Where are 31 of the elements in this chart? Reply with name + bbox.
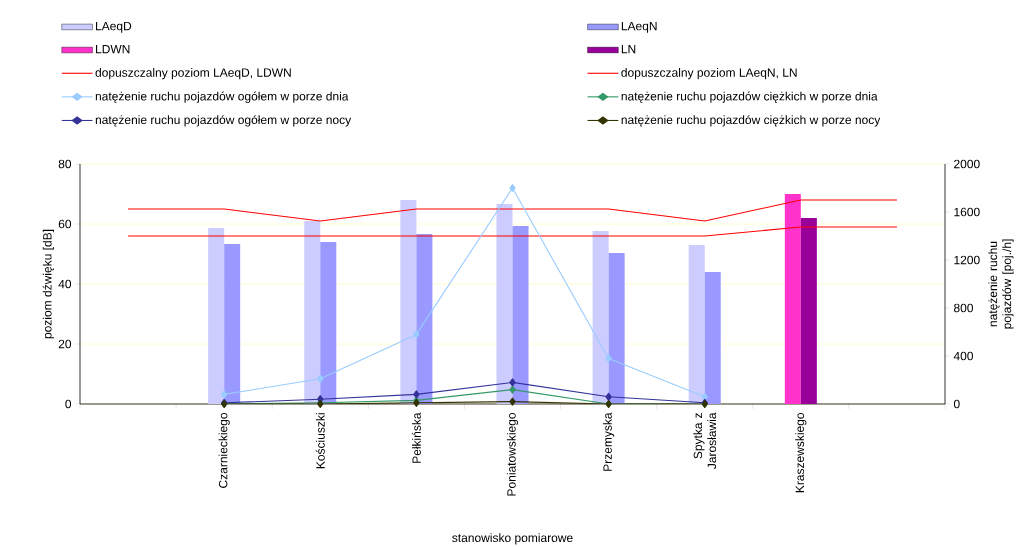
y2-tick-label: 800 [953, 303, 974, 313]
y-axis-title: poziom dźwięku [dB] [42, 229, 54, 339]
legend-label: LDWN [96, 44, 130, 54]
legend-label: dopuszczalny poziom LAeqD, LDWN [95, 68, 291, 80]
y2-tick-label: 1200 [954, 255, 980, 265]
y-tick-label: 40 [58, 279, 72, 289]
x-tick-label: Kościuszki [315, 413, 325, 469]
y-tick-label: 0 [65, 399, 72, 409]
y2-tick-label: 1600 [954, 207, 980, 217]
legend-label: natężenie ruchu pojazdów ogółem w porze nocy [95, 115, 352, 127]
y-tick-label: 80 [58, 159, 72, 169]
x-tick-label: Spytka z Jarosławia [693, 412, 717, 469]
legend-label: LN [621, 44, 636, 54]
x-tick-label: Przemyska [603, 412, 615, 471]
y2-tick-label: 400 [953, 351, 974, 361]
x-tick-label: Pełkińska [411, 412, 421, 463]
y-tick-label: 20 [58, 339, 72, 349]
y2-axis-title: natężenie ruchu pojazdów [poj./h] [988, 239, 1014, 329]
legend-label: dopuszczalny poziom LAeqN, LN [621, 68, 797, 80]
y2-tick-label: 0 [953, 399, 960, 409]
legend-label: LAeqN [621, 21, 657, 33]
x-tick-label: Czarnieckiego [218, 412, 230, 488]
legend-label: LAeqD [96, 21, 132, 33]
legend-label: natężenie ruchu pojazdów ciężkich w porze nocy [621, 115, 881, 127]
y-tick-label: 60 [58, 219, 72, 229]
x-tick-label: Kraszewskiego [795, 412, 807, 493]
legend-label: natężenie ruchu pojazdów ciężkich w porze dnia [621, 91, 878, 103]
x-axis-title: stanowisko pomiarowe [452, 533, 573, 545]
y2-tick-label: 2000 [954, 159, 980, 169]
x-tick-label: Poniatowskiego [506, 412, 519, 496]
legend-label: natężenie ruchu pojazdów ogółem w porze dnia [95, 91, 349, 103]
